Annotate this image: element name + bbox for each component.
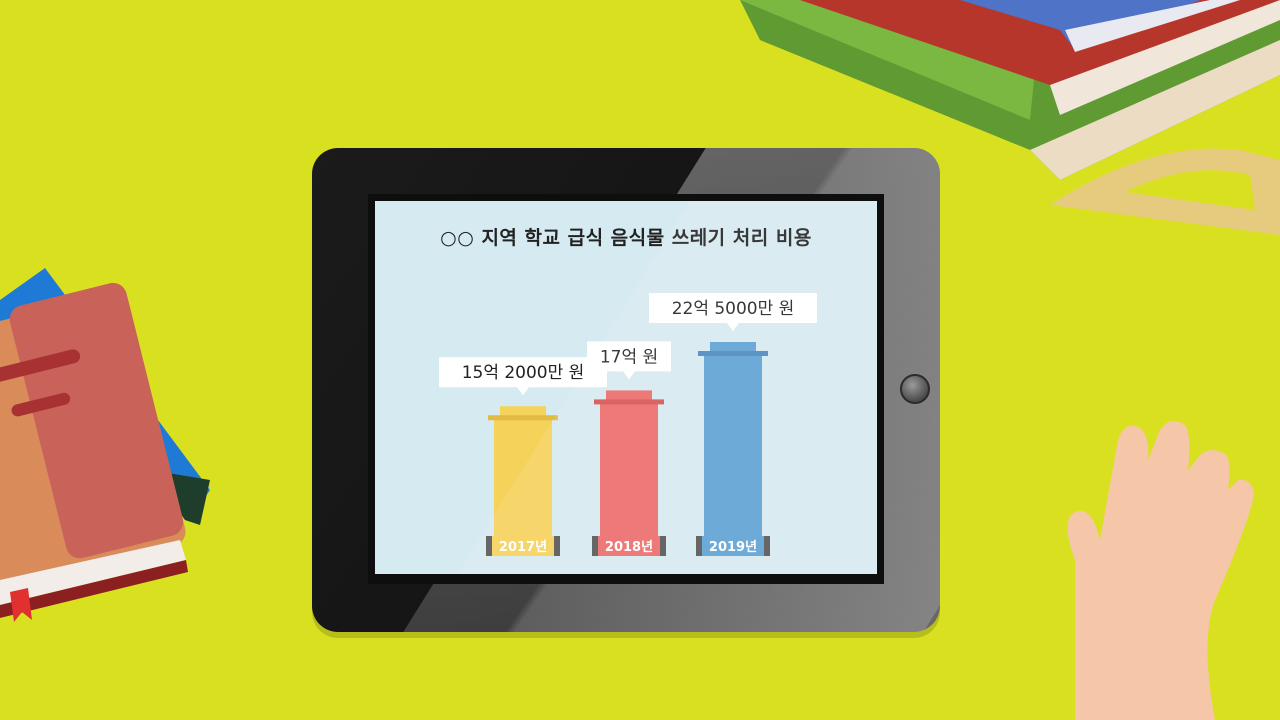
hand-icon bbox=[1068, 421, 1255, 720]
x-tick-label: 2017년 bbox=[499, 540, 547, 555]
bar-cap-rim bbox=[488, 415, 558, 420]
bar-cap-rim bbox=[698, 351, 768, 356]
x-tick-label: 2018년 bbox=[605, 540, 653, 555]
data-label: 17억 원 bbox=[600, 347, 658, 367]
data-label-pointer bbox=[623, 371, 635, 379]
bar-chart: 2017년 15억 2000만 원 2018년 17억 원 2019년 22억 5000만… bbox=[375, 201, 877, 574]
book-pile-icon bbox=[0, 268, 210, 622]
data-label-pointer bbox=[517, 387, 529, 395]
x-tick-label: 2019년 bbox=[709, 540, 757, 555]
data-label: 22억 5000만 원 bbox=[672, 299, 795, 319]
bar bbox=[704, 355, 762, 553]
tablet-screen: ○○ 지역 학교 급식 음식물 쓰레기 처리 비용 2017년 15억 2000만… bbox=[375, 201, 877, 574]
data-label: 15억 2000만 원 bbox=[462, 363, 585, 383]
data-label-pointer bbox=[727, 323, 739, 331]
bar bbox=[494, 419, 552, 553]
bar-cap-rim bbox=[594, 399, 664, 404]
bar bbox=[600, 403, 658, 553]
tablet-home-button[interactable] bbox=[900, 374, 930, 404]
